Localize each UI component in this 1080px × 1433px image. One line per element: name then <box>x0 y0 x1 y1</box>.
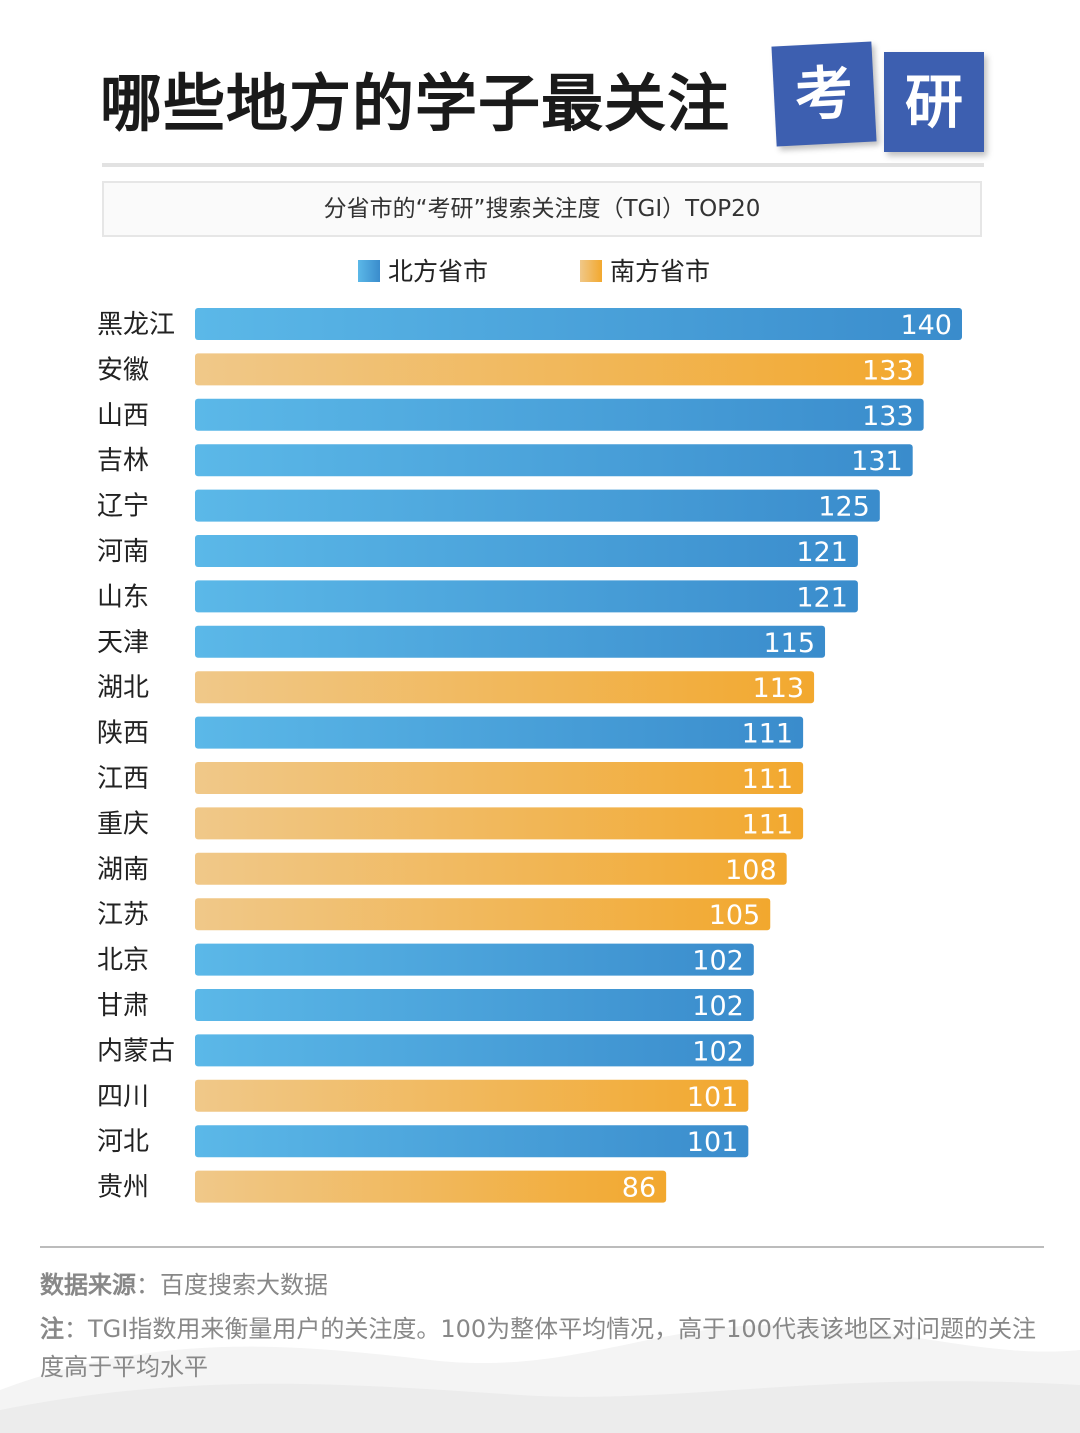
bar-value-label: 140 <box>900 310 952 341</box>
bar-value-label: 101 <box>687 1127 739 1158</box>
bar-value-label: 108 <box>725 855 777 886</box>
category-label: 内蒙古 <box>97 1036 175 1066</box>
legend-swatch-south <box>580 260 602 282</box>
bar-south <box>195 898 771 931</box>
category-label: 辽宁 <box>97 492 149 522</box>
bar-value-label: 121 <box>796 582 848 613</box>
bar-value-label: 102 <box>692 1036 744 1067</box>
footer: 数据来源：百度搜索大数据 注：TGI指数用来衡量用户的关注度。100为整体平均情… <box>40 1266 1044 1392</box>
category-label: 山东 <box>97 582 149 612</box>
note-line: 注：TGI指数用来衡量用户的关注度。100为整体平均情况，高于100代表该地区对… <box>40 1310 1044 1386</box>
bar-value-label: 133 <box>862 401 914 432</box>
bar-north <box>195 989 754 1021</box>
bar-south <box>195 807 804 840</box>
bar-value-label: 133 <box>862 355 914 386</box>
category-label: 天津 <box>97 628 149 658</box>
bar-value-label: 121 <box>796 537 848 568</box>
bar-south <box>195 852 787 885</box>
category-label: 江西 <box>97 764 149 794</box>
category-label: 河南 <box>97 537 149 567</box>
category-label: 重庆 <box>97 809 149 839</box>
bar-value-label: 86 <box>622 1173 656 1204</box>
bar-south <box>195 762 804 794</box>
bar-south <box>195 1170 667 1203</box>
category-label: 山西 <box>97 401 149 431</box>
bar-north <box>195 535 858 567</box>
legend-label-north: 北方省市 <box>388 257 489 286</box>
source-label: 数据来源 <box>40 1271 136 1299</box>
bar-value-label: 102 <box>692 991 744 1022</box>
category-label: 北京 <box>97 946 149 976</box>
note-label: 注 <box>40 1315 64 1343</box>
category-label: 湖南 <box>97 855 149 885</box>
category-label: 甘肃 <box>97 991 149 1021</box>
title-tag-2: 研 <box>884 52 984 152</box>
bar-value-label: 115 <box>763 628 815 659</box>
chart-legend: 北方省市 南方省市 <box>0 252 1080 292</box>
bar-north <box>195 716 804 749</box>
bar-south <box>195 353 924 386</box>
category-label: 贵州 <box>97 1173 149 1203</box>
note-text: ：TGI指数用来衡量用户的关注度。100为整体平均情况，高于100代表该地区对问… <box>40 1315 1036 1381</box>
bar-value-label: 102 <box>692 946 744 977</box>
category-label: 吉林 <box>97 446 149 476</box>
page-title: 哪些地方的学子最关注 <box>100 67 731 140</box>
bar-north <box>195 444 913 477</box>
source-line: 数据来源：百度搜索大数据 <box>40 1266 1044 1304</box>
bar-value-label: 111 <box>742 764 794 795</box>
category-label: 四川 <box>97 1082 149 1112</box>
bar-value-label: 111 <box>742 719 794 750</box>
header: 哪些地方的学子最关注 考 研 <box>0 0 1080 170</box>
category-label: 河北 <box>97 1127 149 1157</box>
bar-north <box>195 308 962 340</box>
legend-label-south: 南方省市 <box>610 257 711 286</box>
bar-north <box>195 625 826 658</box>
legend-item-north: 北方省市 <box>358 252 488 292</box>
bar-value-label: 131 <box>851 446 903 477</box>
bar-value-label: 125 <box>818 492 870 523</box>
bar-value-label: 111 <box>742 809 794 840</box>
bar-north <box>195 1034 754 1067</box>
bar-north <box>195 1125 749 1158</box>
chart-subtitle: 分省市的“考研”搜索关注度（TGI）TOP20 <box>102 181 982 237</box>
legend-item-south: 南方省市 <box>580 252 710 292</box>
category-label: 湖北 <box>97 673 149 703</box>
category-label: 黑龙江 <box>97 310 175 340</box>
title-divider <box>102 163 984 167</box>
bar-south <box>195 1079 749 1112</box>
bar-value-label: 105 <box>709 900 761 931</box>
category-label: 安徽 <box>97 355 149 385</box>
bar-north <box>195 489 880 522</box>
bar-value-label: 101 <box>687 1082 739 1113</box>
category-label: 江苏 <box>97 900 149 930</box>
bar-value-label: 113 <box>753 673 805 704</box>
category-label: 陕西 <box>97 719 149 749</box>
bars-group: 黑龙江 140 安徽 133 山西 133 吉林 131 辽宁 125 河南 121 山东 121 天津 11… <box>97 308 962 1204</box>
source-text: ：百度搜索大数据 <box>136 1271 328 1299</box>
bar-north <box>195 398 924 431</box>
bar-north <box>195 943 754 976</box>
footer-divider <box>40 1246 1044 1248</box>
bar-south <box>195 671 815 704</box>
legend-swatch-north <box>358 260 380 282</box>
bar-north <box>195 580 858 613</box>
